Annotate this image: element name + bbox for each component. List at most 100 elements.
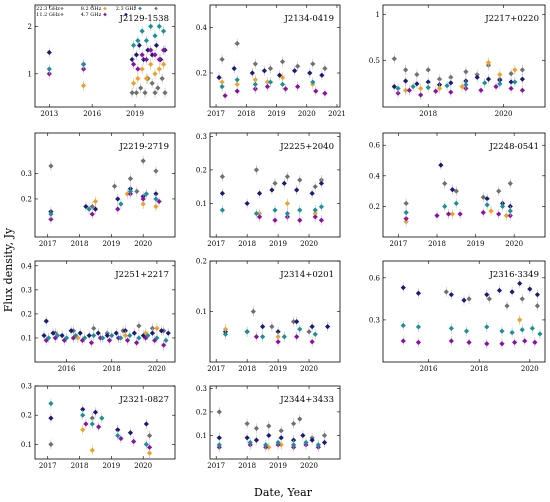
panel-title: J2217+0220 xyxy=(484,14,539,24)
data-point xyxy=(152,33,158,39)
data-point xyxy=(443,289,449,295)
data-point xyxy=(231,65,237,72)
data-point xyxy=(216,435,222,441)
data-point xyxy=(391,56,397,62)
data-point xyxy=(449,211,456,217)
data-point xyxy=(43,337,49,343)
data-point xyxy=(41,332,47,339)
data-point xyxy=(48,216,54,222)
data-point xyxy=(442,203,448,210)
data-point xyxy=(499,328,505,334)
data-point xyxy=(480,194,486,200)
y-tick-label: 0.4 xyxy=(21,262,33,270)
data-point xyxy=(88,340,95,346)
data-point xyxy=(322,65,328,72)
data-point xyxy=(219,207,225,213)
data-point xyxy=(448,338,454,344)
data-point xyxy=(415,339,422,345)
panel-frame xyxy=(34,260,176,363)
data-point xyxy=(276,72,283,78)
data-point xyxy=(267,65,274,72)
y-tick-label: 0.2 xyxy=(21,412,32,420)
data-point xyxy=(488,208,494,214)
series-4-7-ghz xyxy=(253,331,315,347)
data-point xyxy=(395,85,401,92)
data-point xyxy=(414,71,420,78)
data-point xyxy=(517,317,523,323)
data-point xyxy=(219,174,225,180)
x-tick-label: 2019 xyxy=(467,240,485,248)
data-point xyxy=(113,330,119,336)
data-point xyxy=(297,217,303,223)
data-point xyxy=(444,83,450,89)
series-11-2-ghz xyxy=(400,278,541,306)
x-tick-label: 2020 xyxy=(505,240,523,248)
data-point xyxy=(442,180,448,187)
data-point xyxy=(509,289,515,295)
y-tick-label: 0.1 xyxy=(196,200,207,208)
data-point xyxy=(134,188,140,194)
data-point xyxy=(80,427,86,433)
data-point xyxy=(153,168,159,174)
data-point xyxy=(517,280,523,287)
data-point xyxy=(319,72,325,78)
data-point xyxy=(92,409,99,415)
y-tick-label: 0.2 xyxy=(21,195,32,203)
data-point xyxy=(512,67,518,73)
data-point xyxy=(266,432,272,439)
data-point xyxy=(275,439,281,446)
data-point xyxy=(143,335,149,341)
data-point xyxy=(146,433,153,439)
data-point xyxy=(534,303,541,309)
data-point xyxy=(284,210,290,217)
panels-group: 2013 2016 2019 1 2 J2129-1538 2017 2018 2019 2020… xyxy=(21,4,546,470)
data-point xyxy=(152,71,158,77)
data-point xyxy=(46,66,52,72)
data-point xyxy=(160,47,167,53)
data-point xyxy=(418,85,424,92)
x-tick-label: 2019 xyxy=(268,110,286,118)
data-point xyxy=(153,203,159,210)
x-tick-label: 2018 xyxy=(238,240,256,248)
series-4-7-ghz xyxy=(46,45,167,79)
data-point xyxy=(448,325,454,331)
data-point xyxy=(244,200,250,207)
data-point xyxy=(507,208,513,214)
panel-j2314-0201: 2017 2018 2019 2020 0.1 0.2 J2314+0201 xyxy=(196,258,341,373)
data-point xyxy=(91,325,97,331)
data-point xyxy=(130,42,137,48)
data-point xyxy=(519,87,525,93)
data-point xyxy=(118,201,124,207)
y-tick-label: 0.3 xyxy=(21,383,32,391)
data-point xyxy=(136,335,142,341)
panel-title: J2251+2217 xyxy=(114,270,169,280)
data-point xyxy=(297,416,303,422)
data-point xyxy=(48,441,54,447)
data-point xyxy=(278,442,284,448)
data-point xyxy=(448,89,454,95)
data-point xyxy=(507,180,513,187)
data-point xyxy=(508,71,514,77)
data-point xyxy=(278,428,284,434)
panel-j2316-3349: 2016 2018 2020 0.3 0.6 J2316-3349 xyxy=(369,260,546,373)
data-point xyxy=(315,442,321,448)
x-tick-label: 2019 xyxy=(269,462,287,470)
data-point xyxy=(75,335,81,341)
x-tick-label: 2016 xyxy=(58,365,76,373)
panel-title: J2316-3349 xyxy=(488,270,539,280)
data-point xyxy=(91,332,97,339)
series-11-2-ghz xyxy=(41,316,171,341)
series-2-3-ghz xyxy=(48,186,159,220)
x-tick-label: 2019 xyxy=(102,462,120,470)
data-point xyxy=(312,207,318,213)
data-point xyxy=(92,206,99,212)
data-point xyxy=(118,435,124,442)
x-tick-label: 2019 xyxy=(269,240,287,248)
data-point xyxy=(322,90,328,96)
data-point xyxy=(260,334,266,340)
data-point xyxy=(244,421,250,427)
data-point xyxy=(152,52,158,58)
data-point xyxy=(156,66,162,72)
data-point xyxy=(127,332,133,339)
x-tick-label: 2018 xyxy=(71,462,89,470)
